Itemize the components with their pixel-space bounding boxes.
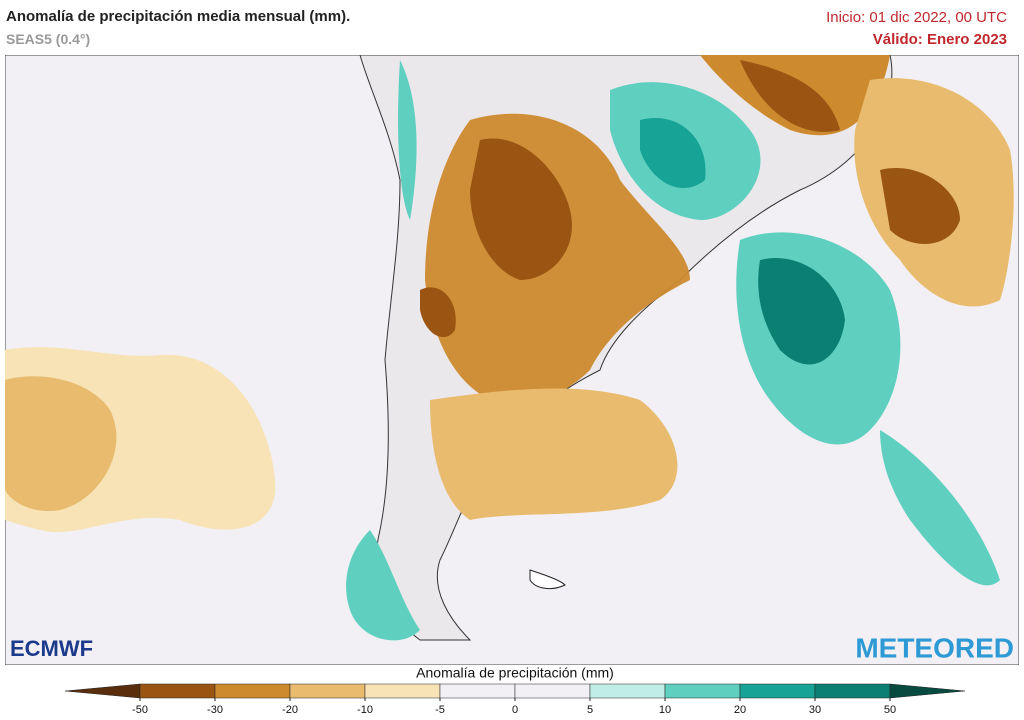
colorbar-tick-label: -5 bbox=[435, 704, 445, 716]
colorbar-tick-label: 0 bbox=[512, 704, 518, 716]
colorbar-tick-label: -20 bbox=[282, 704, 298, 716]
init-date: Inicio: 01 dic 2022, 00 UTC bbox=[826, 9, 1007, 26]
colorbar-bin bbox=[289, 683, 366, 699]
colorbar-bin bbox=[439, 683, 516, 699]
colorbar-tick-label: -50 bbox=[132, 704, 148, 716]
colorbar: -50 -30 -20 -10 -5 0 5 10 20 30 50 bbox=[64, 683, 966, 716]
colorbar-bin bbox=[64, 683, 141, 699]
colorbar-tick-label: -30 bbox=[207, 704, 223, 716]
colorbar-bin bbox=[664, 683, 741, 699]
colorbar-bin bbox=[139, 683, 216, 699]
colorbar-tick-label: 10 bbox=[659, 704, 671, 716]
colorbar-bin bbox=[814, 683, 891, 699]
colorbar-tick-label: 30 bbox=[809, 704, 821, 716]
map bbox=[5, 55, 1019, 665]
colorbar-tick-label: -10 bbox=[357, 704, 373, 716]
title: Anomalía de precipitación media mensual … bbox=[6, 8, 351, 25]
meteored-logo: METEORED bbox=[855, 632, 1014, 663]
colorbar-tick-label: 20 bbox=[734, 704, 746, 716]
colorbar-tick-label: 50 bbox=[884, 704, 896, 716]
ecmwf-logo: ECMWF bbox=[10, 636, 93, 661]
subtitle: SEAS5 (0.4°) bbox=[6, 31, 91, 47]
colorbar-bin bbox=[589, 683, 666, 699]
colorbar-bin bbox=[364, 683, 441, 699]
colorbar-title: Anomalía de precipitación (mm) bbox=[416, 665, 614, 681]
valid-date: Válido: Enero 2023 bbox=[872, 31, 1007, 48]
colorbar-bin bbox=[514, 683, 591, 699]
colorbar-bin bbox=[214, 683, 291, 699]
colorbar-bin bbox=[739, 683, 816, 699]
colorbar-tick-label: 5 bbox=[587, 704, 593, 716]
colorbar-bin bbox=[889, 683, 966, 699]
